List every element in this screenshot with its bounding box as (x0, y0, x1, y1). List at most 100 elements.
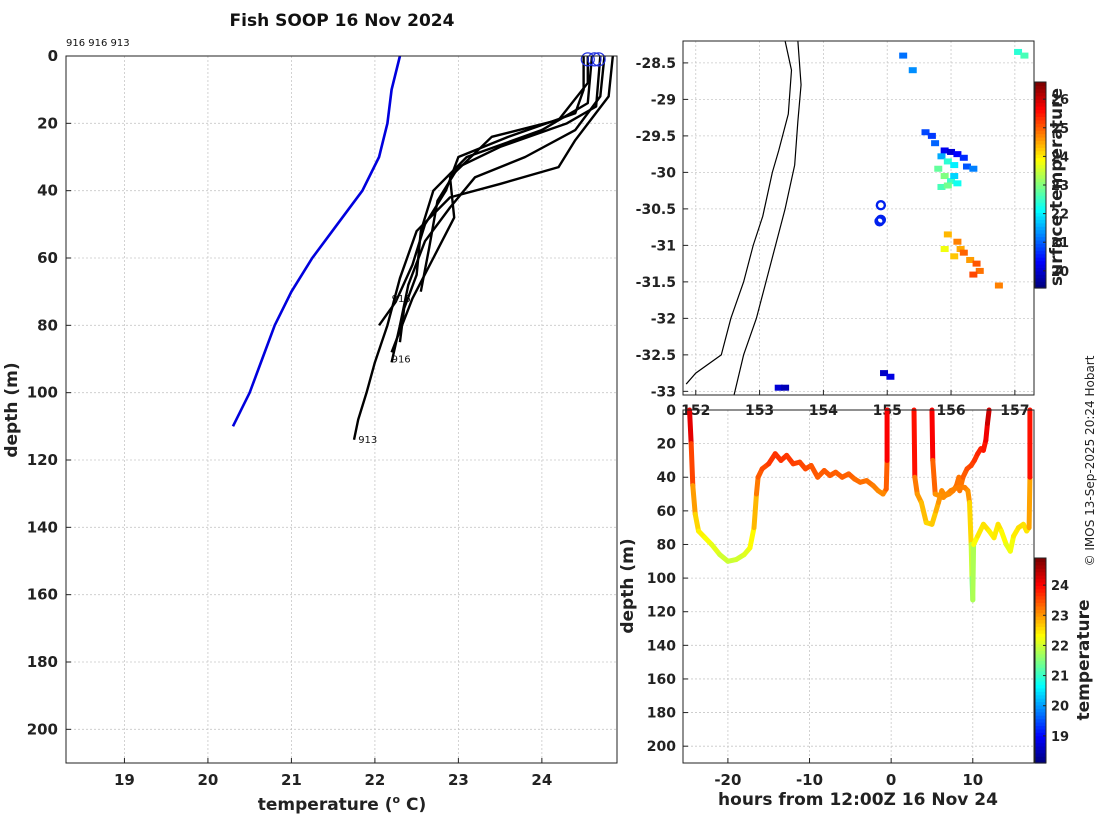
time-y-tick-label: 160 (647, 672, 676, 688)
track-segment (983, 420, 990, 443)
sst-pixel (943, 158, 952, 165)
profile-x-tick-label: 20 (197, 771, 218, 789)
map-colorbar-segment (1035, 215, 1046, 220)
station-marker (875, 200, 887, 211)
time-colorbar-segment (1035, 739, 1046, 744)
time-colorbar-segment (1035, 561, 1046, 566)
time-colorbar-segment (1035, 663, 1046, 668)
track-segment (930, 457, 938, 497)
sst-pixel (962, 163, 971, 170)
sst-pixel (774, 384, 783, 391)
time-colorbar-segment (1035, 571, 1046, 576)
sst-pixel (940, 246, 949, 253)
profile-x-tick-label: 22 (364, 771, 385, 789)
map-colorbar-segment (1035, 112, 1046, 117)
sst-pixel (953, 238, 962, 245)
track-segment (687, 407, 694, 447)
time-colorbar-segment (1035, 667, 1046, 672)
sst-pixel (950, 173, 959, 180)
map-colorbar-segment (1035, 133, 1046, 138)
map-colorbar-segment (1035, 106, 1046, 111)
profile-x-label: temperature (o C) (258, 793, 427, 815)
time-colorbar-segment (1035, 670, 1046, 675)
sst-pixel (908, 67, 917, 74)
map-x-tick-label: 152 (681, 403, 710, 419)
map-colorbar-segment (1035, 243, 1046, 248)
map-colorbar: 20 21 22 23 24 25 26 (1034, 81, 1069, 289)
time-y-tick-label: 140 (647, 638, 676, 654)
time-colorbar-segment (1035, 657, 1046, 662)
time-colorbar-segment (1035, 684, 1046, 689)
time-colorbar-segment (1035, 578, 1046, 583)
track-segment (751, 491, 759, 531)
time-colorbar-tick-label: 22 (1051, 639, 1069, 654)
map-colorbar-segment (1035, 167, 1046, 172)
time-colorbar-segment (1035, 643, 1046, 648)
time-colorbar-segment (1035, 633, 1046, 638)
track-segment (1026, 474, 1033, 531)
profile-y-label: depth (m) (2, 362, 22, 457)
map-y-tick-label: -28.5 (636, 56, 676, 72)
time-colorbar-segment (1035, 749, 1046, 754)
map-colorbar-segment (1035, 130, 1046, 135)
map-colorbar-segment (1035, 222, 1046, 227)
map-colorbar-segment (1035, 85, 1046, 90)
time-colorbar-segment (1035, 694, 1046, 699)
map-colorbar-segment (1035, 160, 1046, 165)
profile-y-tick-label: 80 (37, 316, 58, 334)
map-colorbar-tick-label: 20 (1051, 265, 1069, 280)
profile-y-tick-label: 200 (27, 720, 58, 738)
profile-ticks: 19 20 21 22 23 24 0 20 40 60 80 100 120 140 160 180 200 (27, 47, 553, 789)
time-y-label: depth (m) (618, 538, 638, 633)
time-colorbar-segment (1035, 595, 1046, 600)
sst-pixel (921, 129, 930, 136)
time-colorbar-segment (1035, 568, 1046, 573)
map-colorbar-segment (1035, 174, 1046, 179)
time-colorbar-segment (1035, 742, 1046, 747)
map-colorbar-tick-label: 24 (1051, 150, 1069, 165)
time-colorbar-segment (1035, 622, 1046, 627)
map-colorbar-segment (1035, 253, 1046, 258)
map-colorbar-segment (1035, 126, 1046, 131)
map-colorbar-segment (1035, 205, 1046, 210)
sst-pixel (781, 384, 790, 391)
sst-pixel (956, 246, 965, 253)
track-segment (911, 407, 918, 480)
map-colorbar-label: surface temperature (1047, 88, 1067, 286)
map-colorbar-segment (1035, 123, 1046, 128)
time-colorbar-segment (1035, 711, 1046, 716)
time-colorbar-segment (1035, 636, 1046, 641)
track-segment (747, 525, 757, 551)
map-colorbar-segment (1035, 147, 1046, 152)
map-colorbar-segment (1035, 95, 1046, 100)
sst-pixel (950, 253, 959, 260)
map-colorbar-segment (1035, 233, 1046, 238)
sst-pixel (947, 178, 956, 185)
map-colorbar-segment (1035, 171, 1046, 176)
sst-pixel (953, 151, 962, 158)
time-colorbar-label: temperature (1074, 599, 1094, 720)
profile-series-line (419, 55, 602, 292)
time-y-tick-label: 180 (647, 706, 676, 722)
sst-pixel (1014, 48, 1023, 55)
sst-pixel (953, 180, 962, 187)
map-colorbar-segment (1035, 202, 1046, 207)
time-colorbar-segment (1035, 558, 1046, 563)
profile-series-line (390, 56, 589, 353)
track-segment (690, 483, 698, 517)
time-y-tick-label: 200 (647, 739, 676, 755)
shelf-contour (733, 40, 802, 396)
time-colorbar-segment (1035, 653, 1046, 658)
time-colorbar-segment (1035, 646, 1046, 651)
map-colorbar-segment (1035, 274, 1046, 279)
time-colorbar-segment (1035, 585, 1046, 590)
map-colorbar-segment (1035, 195, 1046, 200)
time-x-label: hours from 12:00Z 16 Nov 24 (718, 790, 998, 810)
time-colorbar-segment (1035, 605, 1046, 610)
time-colorbar-tick-label: 19 (1051, 730, 1069, 745)
time-grid (683, 409, 1034, 763)
track-segment (984, 407, 992, 426)
map-colorbar-segment (1035, 99, 1046, 104)
time-colorbar-segment (1035, 564, 1046, 569)
time-colorbar-segment (1035, 715, 1046, 720)
